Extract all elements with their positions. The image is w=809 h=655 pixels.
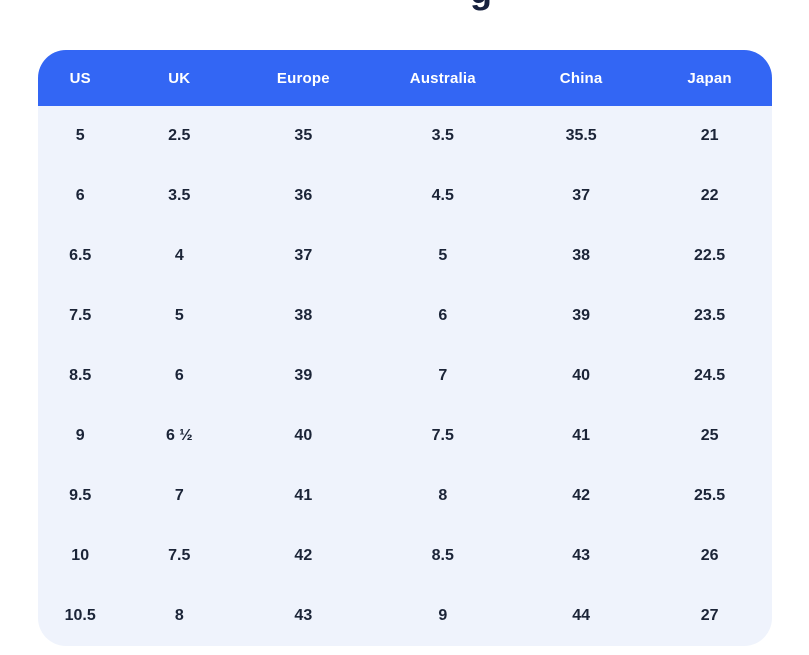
table-cell: 9 xyxy=(75,427,85,444)
table-cell: 6 xyxy=(174,367,184,384)
table-cell: 2.5 xyxy=(168,127,191,144)
table-cell: 35.5 xyxy=(565,127,597,144)
table-cell: 43 xyxy=(572,547,591,564)
table-cell: 39 xyxy=(572,307,591,324)
table-row: 6.5 4 37 5 38 22.5 xyxy=(38,226,772,286)
table-cell: 6.5 xyxy=(69,247,92,264)
table-cell: 41 xyxy=(294,487,313,504)
table-cell: 27 xyxy=(700,607,719,624)
table-row: 9.5 7 41 8 42 25.5 xyxy=(38,466,772,526)
table-cell: 3.5 xyxy=(431,127,454,144)
table-cell: 7.5 xyxy=(168,547,191,564)
table-cell: 42 xyxy=(294,547,313,564)
table-cell: 4 xyxy=(174,247,184,264)
column-header-australia: Australia xyxy=(370,50,516,106)
size-conversion-table: US UK Europe Australia China Japan 5 2.5 35 3.5 3… xyxy=(38,50,772,646)
table-cell: 35 xyxy=(294,127,313,144)
table-cell: 9 xyxy=(438,607,448,624)
table-cell: 38 xyxy=(572,247,591,264)
table-row: 10 7.5 42 8.5 43 26 xyxy=(38,526,772,586)
table-cell: 25.5 xyxy=(694,487,726,504)
table-cell: 10.5 xyxy=(64,607,96,624)
table-cell: 40 xyxy=(294,427,313,444)
size-chart-card: US UK Europe Australia China Japan 5 2.5 35 3.5 3… xyxy=(38,50,772,646)
column-header-europe: Europe xyxy=(236,50,371,106)
table-cell: 7.5 xyxy=(69,307,92,324)
table-cell: 36 xyxy=(294,187,313,204)
table-cell: 8.5 xyxy=(69,367,92,384)
page-title: g xyxy=(470,0,492,9)
table-row: 7.5 5 38 6 39 23.5 xyxy=(38,286,772,346)
table-cell: 8 xyxy=(438,487,448,504)
table-cell: 8.5 xyxy=(431,547,454,564)
table-cell: 39 xyxy=(294,367,313,384)
table-row: 9 6 ½ 40 7.5 41 25 xyxy=(38,406,772,466)
table-cell: 22.5 xyxy=(694,247,726,264)
table-header: US UK Europe Australia China Japan xyxy=(38,50,772,106)
table-cell: 23.5 xyxy=(694,307,726,324)
table-cell: 41 xyxy=(572,427,591,444)
table-cell: 7.5 xyxy=(431,427,454,444)
table-cell: 6 xyxy=(438,307,448,324)
table-cell: 22 xyxy=(700,187,719,204)
table-cell: 5 xyxy=(75,127,85,144)
table-row: 10.5 8 43 9 44 27 xyxy=(38,586,772,646)
column-header-us: US xyxy=(38,50,123,106)
header-row: US UK Europe Australia China Japan xyxy=(38,50,772,106)
table-row: 6 3.5 36 4.5 37 22 xyxy=(38,166,772,226)
table-cell: 25 xyxy=(700,427,719,444)
table-row: 5 2.5 35 3.5 35.5 21 xyxy=(38,106,772,166)
table-body: 5 2.5 35 3.5 35.5 21 6 3.5 36 4.5 37 22 6.5 4 37 5 38 22.… xyxy=(38,106,772,646)
table-cell: 5 xyxy=(174,307,184,324)
table-cell: 24.5 xyxy=(694,367,726,384)
table-cell: 8 xyxy=(174,607,184,624)
table-cell: 4.5 xyxy=(431,187,454,204)
table-cell: 38 xyxy=(294,307,313,324)
table-cell: 7 xyxy=(174,487,184,504)
column-header-japan: Japan xyxy=(647,50,772,106)
table-cell: 6 ½ xyxy=(165,427,193,444)
column-header-china: China xyxy=(515,50,648,106)
table-cell: 40 xyxy=(572,367,591,384)
table-cell: 43 xyxy=(294,607,313,624)
column-header-uk: UK xyxy=(122,50,237,106)
table-cell: 21 xyxy=(700,127,719,144)
table-cell: 26 xyxy=(700,547,719,564)
table-cell: 3.5 xyxy=(168,187,191,204)
table-cell: 6 xyxy=(75,187,85,204)
table-cell: 37 xyxy=(572,187,591,204)
table-cell: 9.5 xyxy=(69,487,92,504)
table-cell: 37 xyxy=(294,247,313,264)
table-cell: 7 xyxy=(438,367,448,384)
table-cell: 42 xyxy=(572,487,591,504)
table-cell: 44 xyxy=(572,607,591,624)
table-cell: 5 xyxy=(438,247,448,264)
table-cell: 10 xyxy=(71,547,90,564)
table-row: 8.5 6 39 7 40 24.5 xyxy=(38,346,772,406)
